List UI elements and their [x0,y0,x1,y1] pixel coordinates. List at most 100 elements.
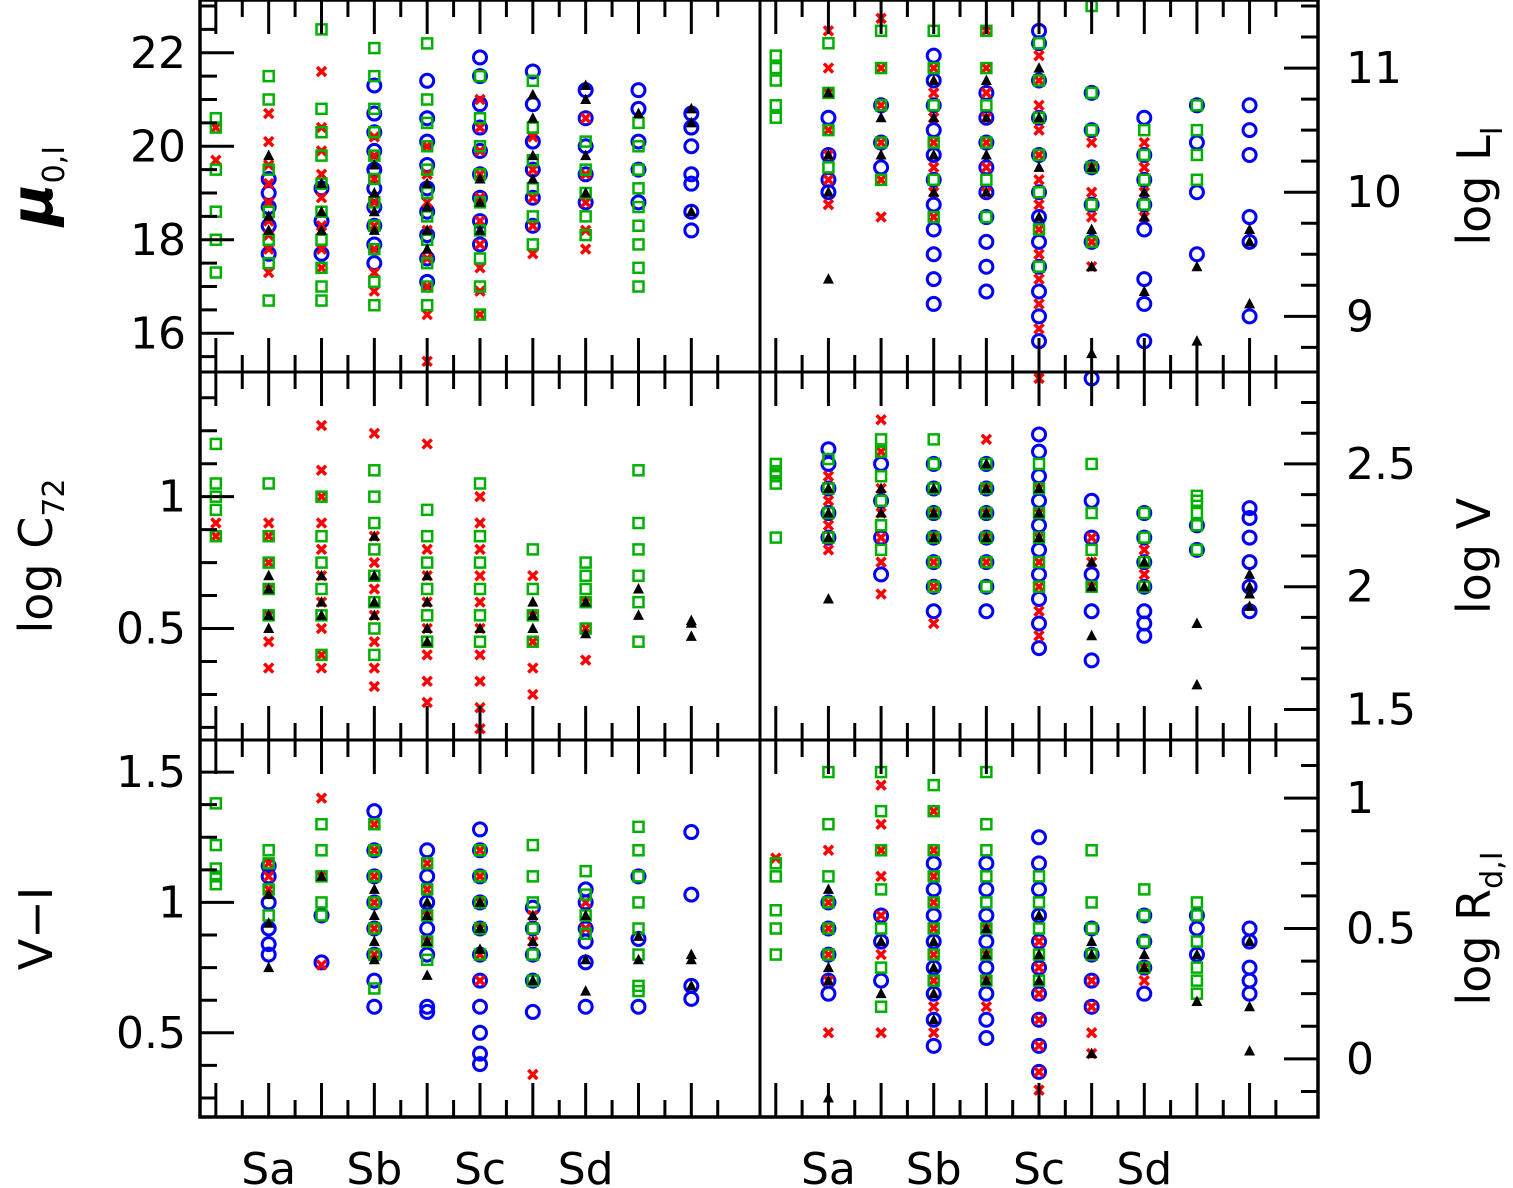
green-point [526,121,540,134]
blue-point [925,578,942,595]
blue-point [1241,209,1258,226]
blue-point [1031,829,1047,846]
green-point [1190,489,1204,503]
blue-point [978,985,995,1002]
red-point [875,844,887,857]
y-axis-label-sub: I [1475,126,1510,135]
blue-point [925,959,942,976]
black-point [1244,297,1256,309]
blue-point [1188,541,1205,558]
red-point [527,662,539,674]
black-point [928,482,940,493]
green-point [315,556,328,569]
black-point [421,896,433,907]
y-tick-label: 20 [130,121,186,172]
green-point [980,210,993,224]
y-axis-label-main: log R [1447,889,1501,1006]
red-point [421,696,433,709]
red-point [980,161,993,174]
green-point [874,519,888,532]
black-point [316,609,328,620]
red-point [927,974,940,987]
blue-point [524,1003,541,1020]
green-point [473,308,487,321]
black-point [263,961,275,973]
black-point [980,974,992,986]
green-point [1085,457,1098,471]
panel-top-right: 9 10 11 log LI [769,0,1510,387]
black-point [685,614,697,626]
green-point [209,477,223,490]
green-point [420,116,434,130]
red-point [421,857,433,870]
y-tick-label: 0.5 [1346,904,1416,955]
red-point [262,662,275,674]
green-point [526,635,540,648]
green-point [1138,883,1151,896]
blue-point [925,246,942,263]
blue-point [1136,959,1153,976]
black-point [1244,1045,1256,1056]
black-point [822,531,834,543]
green-point [368,242,381,256]
black-point [632,953,644,965]
green-point [769,904,783,917]
green-point [1032,457,1046,471]
black-point [980,457,992,469]
green-point [632,140,645,153]
blue-point [873,159,890,176]
blue-point [366,803,383,820]
green-point [769,74,783,87]
y-axis-label: μ0,I [0,146,72,228]
red-point [368,844,381,857]
black-point [474,622,486,634]
red-point [1033,298,1045,310]
blue-point [1083,972,1100,989]
green-point [315,817,328,831]
green-point [262,857,275,870]
blue-point [1031,985,1047,1002]
red-point [980,556,993,568]
green-point [315,844,328,857]
black-point [1033,909,1045,920]
green-point [980,61,993,75]
green-point [315,582,328,596]
red-point [474,649,486,661]
red-point [927,896,940,909]
blue-point [820,529,837,546]
black-point [875,987,887,999]
red-point [368,583,381,595]
green-point [1190,974,1204,987]
blue-point [1241,233,1258,250]
black-point [368,596,380,607]
black-point [685,205,697,217]
green-point [632,200,645,214]
red-point [1138,544,1151,556]
green-point [632,820,645,834]
blue-point [1031,283,1047,300]
green-point [1085,123,1098,137]
blue-point [366,894,383,911]
red-point [315,464,328,477]
green-point [420,582,434,596]
red-point [927,617,940,630]
green-point [368,464,381,477]
black-point [1033,482,1045,493]
blue-point [873,972,890,989]
red-point [1033,1040,1045,1052]
green-point [315,125,328,139]
green-point [822,922,835,935]
red-point [474,490,486,503]
black-point [527,172,539,184]
green-point [420,256,434,270]
red-point [262,243,275,255]
black-point [980,111,992,123]
green-point [420,556,434,569]
blue-point [1136,109,1153,126]
red-point [421,308,433,321]
blue-point [313,907,330,924]
black-point [316,870,328,881]
blue-point [1136,907,1153,924]
black-point [928,507,940,518]
green-point [262,556,275,569]
